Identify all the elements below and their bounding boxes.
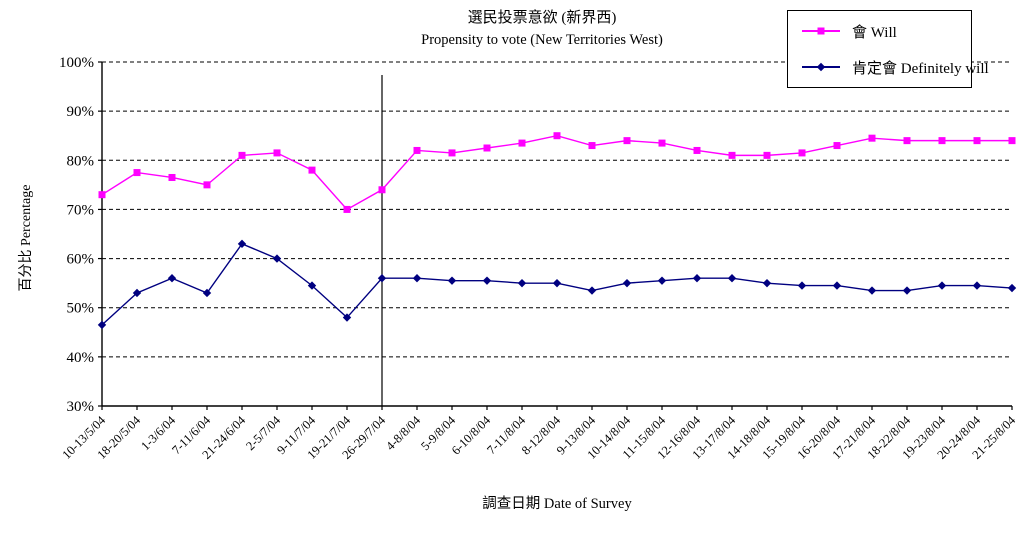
chart-title: 選民投票意欲 (新界西) Propensity to vote (New Ter… xyxy=(102,8,982,51)
will-marker xyxy=(693,146,701,154)
y-tick-label: 30% xyxy=(67,399,95,415)
definitely-will-marker xyxy=(937,281,947,290)
square-marker-icon xyxy=(817,27,825,35)
will-marker xyxy=(833,142,841,150)
will-marker xyxy=(728,151,736,159)
will-marker xyxy=(238,151,246,159)
definitely-will-marker xyxy=(797,281,807,290)
x-axis-title: 調查日期 Date of Survey xyxy=(482,496,632,512)
chart-title-en: Propensity to vote (New Territories West… xyxy=(421,31,663,48)
will-marker xyxy=(798,149,806,157)
y-tick-label: 100% xyxy=(59,55,94,71)
will-marker xyxy=(903,137,911,145)
definitely-will-marker xyxy=(132,288,142,298)
definitely-will-marker xyxy=(517,278,527,288)
will-marker xyxy=(448,149,456,157)
definitely-will-series-swatch xyxy=(802,61,840,73)
will-marker xyxy=(973,137,981,145)
definitely-will-marker xyxy=(762,278,772,288)
definitely-will-marker xyxy=(622,278,632,288)
y-tick-label: 70% xyxy=(67,202,95,218)
definitely-will-marker xyxy=(867,286,877,295)
definitely-will-marker xyxy=(377,274,387,283)
will-marker xyxy=(518,139,526,147)
definitely-will-marker xyxy=(307,281,317,290)
will-marker xyxy=(413,146,421,154)
will-marker xyxy=(868,134,876,142)
will-marker xyxy=(168,173,176,181)
y-tick-label: 90% xyxy=(67,104,95,120)
will-marker xyxy=(273,149,281,157)
y-tick-label: 50% xyxy=(67,301,95,317)
will-marker xyxy=(203,181,211,189)
definitely-will-marker xyxy=(692,274,702,283)
y-tick-label: 60% xyxy=(67,252,95,268)
definitely-will-marker xyxy=(1007,283,1017,293)
legend-item-will: 會 Will xyxy=(802,18,961,44)
will-marker xyxy=(588,142,596,150)
legend-label-will: 會 Will xyxy=(852,24,897,41)
definitely-will-marker xyxy=(972,281,982,290)
definitely-will-marker xyxy=(447,276,457,285)
definitely-will-marker xyxy=(97,320,107,330)
y-axis-title: 百分比 Percentage xyxy=(19,184,34,292)
definitely-will-marker xyxy=(342,313,352,322)
definitely-will-marker xyxy=(657,276,667,285)
will-line xyxy=(101,134,1012,211)
will-marker xyxy=(658,139,666,147)
chart-title-zh: 選民投票意欲 (新界西) xyxy=(467,10,617,26)
will-marker xyxy=(938,137,946,145)
will-marker xyxy=(623,137,631,145)
definitely-will-marker xyxy=(482,276,492,285)
will-marker xyxy=(1008,137,1016,145)
y-tick-label: 80% xyxy=(67,153,95,169)
y-tick-label: 40% xyxy=(67,350,95,366)
will-marker xyxy=(553,132,561,140)
x-tick-label: 4-8/8/04 xyxy=(383,413,423,453)
legend-label-definitely-will: 肯定會 Definitely will xyxy=(852,60,989,77)
will-marker xyxy=(133,169,141,177)
definitely-will-marker xyxy=(552,278,562,288)
will-marker xyxy=(343,205,351,213)
definitely-will-marker xyxy=(237,239,247,249)
legend: 會 Will 肯定會 Definitely will xyxy=(787,10,989,88)
will-marker xyxy=(98,191,106,199)
will-marker xyxy=(308,166,316,174)
definitely-will-marker xyxy=(202,288,212,298)
definitely-will-marker xyxy=(832,281,842,290)
will-marker xyxy=(378,186,386,194)
definitely-will-marker xyxy=(412,274,422,283)
definitely-will-marker xyxy=(272,254,282,263)
definitely-will-marker xyxy=(902,286,912,295)
definitely-will-marker xyxy=(587,286,597,295)
legend-item-definitely-will: 肯定會 Definitely will xyxy=(802,54,989,80)
definitely-will-marker xyxy=(727,274,737,283)
definitely-will-marker xyxy=(167,274,177,283)
will-marker xyxy=(483,144,491,152)
diamond-marker-icon xyxy=(816,62,826,72)
will-series-swatch xyxy=(802,25,840,37)
will-marker xyxy=(763,151,771,159)
